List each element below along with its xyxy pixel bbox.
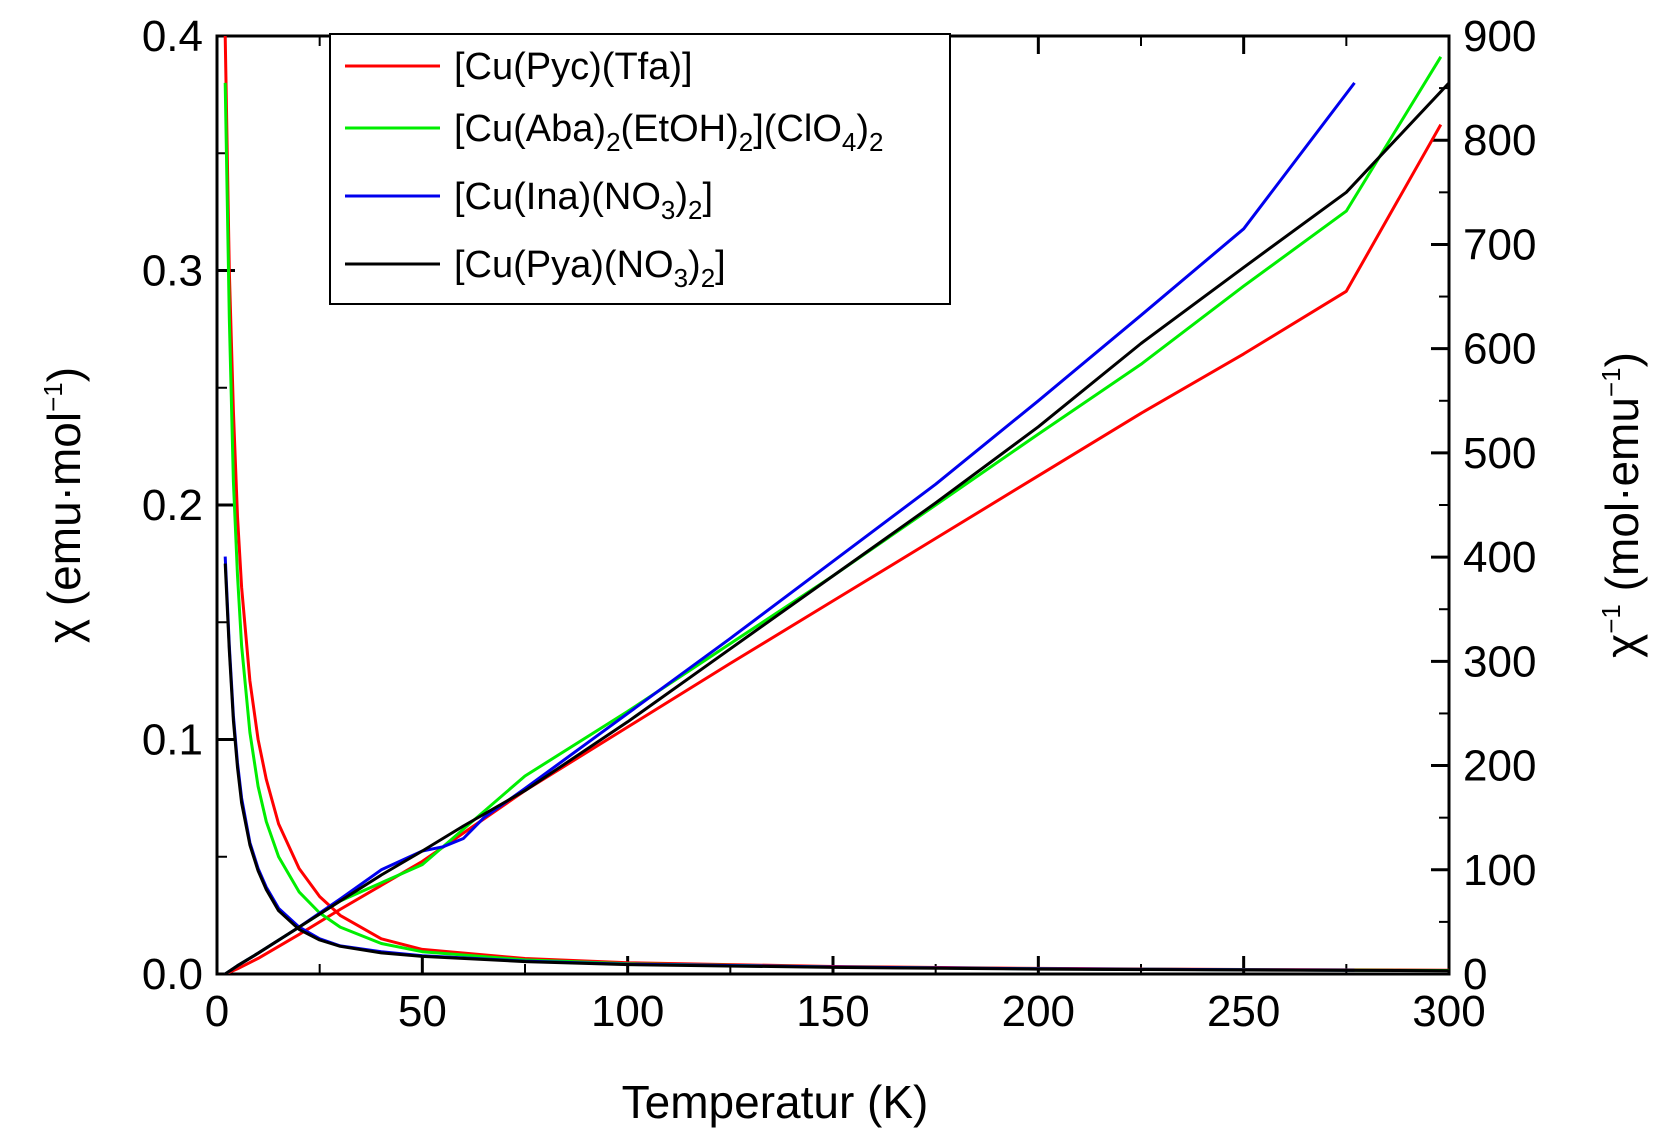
x-axis-title: Temperatur (K) <box>622 1076 929 1128</box>
y-left-tick-label: 0.4 <box>142 12 203 61</box>
y-left-tick-label: 0.1 <box>142 716 203 765</box>
y-right-tick-label: 500 <box>1463 429 1536 478</box>
y-right-tick-label: 0 <box>1463 950 1487 999</box>
y-right-axis-superscript: −1 <box>1596 367 1626 397</box>
y-right-axis-symbol: χ <box>1596 634 1648 658</box>
y-right-tick-label: 900 <box>1463 12 1536 61</box>
legend-text: ) <box>688 244 701 286</box>
tick-labels-layer: 0 50 100 150 200 250 300 0.0 0.1 0.2 0.3 0.4 0 100 200… <box>142 12 1537 1036</box>
x-tick-label: 100 <box>591 987 664 1036</box>
series-3-chi-line <box>223 556 1355 972</box>
legend-subscript: 2 <box>606 127 620 157</box>
legend-subscript: 2 <box>701 263 715 293</box>
x-tick-label: 150 <box>796 987 869 1036</box>
y-right-axis-unit: (mol·emu <box>1596 397 1648 591</box>
y-right-tick-label: 700 <box>1463 220 1536 269</box>
x-tick-label: 50 <box>398 987 447 1036</box>
series-4-chi-line <box>223 563 1449 973</box>
series-1-inverse-chi-line <box>224 123 1443 974</box>
legend: [Cu(Pyc)(Tfa)][Cu(Aba)2(EtOH)2](ClO4)2[C… <box>329 33 951 305</box>
legend-text: ](ClO <box>753 108 842 150</box>
legend-text: [Cu(Aba) <box>454 108 606 150</box>
y-left-axis-unit: (emu·mol <box>38 412 90 606</box>
series-4-inverse-chi-line <box>224 81 1449 974</box>
x-tick-label: 0 <box>205 987 229 1036</box>
y-right-tick-label: 800 <box>1463 116 1536 165</box>
x-tick-label: 200 <box>1002 987 1075 1036</box>
y-left-axis-title: χ (emu·mol−1) <box>38 367 90 643</box>
y-left-tick-label: 0.3 <box>142 247 203 296</box>
legend-text: ) <box>856 108 869 150</box>
y-left-tick-label: 0.2 <box>142 481 203 530</box>
y-right-tick-label: 600 <box>1463 325 1536 374</box>
legend-label-3: [Cu(Ina)(NO3)2] <box>454 176 713 225</box>
legend-subscript: 3 <box>661 195 675 225</box>
y-left-axis-close: ) <box>38 367 90 382</box>
legend-text: (EtOH) <box>621 108 739 150</box>
legend-text: [Cu(Ina)(NO <box>454 176 661 218</box>
y-right-tick-label: 100 <box>1463 846 1536 895</box>
series-layer <box>223 36 1449 974</box>
y-right-axis-title: χ−1 (mol·emu−1) <box>1596 352 1648 658</box>
legend-text: ) <box>675 176 688 218</box>
y-right-tick-label: 400 <box>1463 533 1536 582</box>
y-left-tick-label: 0.0 <box>142 950 203 999</box>
legend-subscript: 2 <box>869 127 883 157</box>
y-left-axis-superscript: −1 <box>38 382 68 412</box>
y-right-tick-label: 300 <box>1463 637 1536 686</box>
legend-subscript: 4 <box>842 127 856 157</box>
legend-label-4: [Cu(Pya)(NO3)2] <box>454 244 726 293</box>
y-right-tick-label: 200 <box>1463 742 1536 791</box>
y-right-axis-symbol-superscript: −1 <box>1596 604 1626 634</box>
legend-subscript: 3 <box>674 263 688 293</box>
legend-label-1: [Cu(Pyc)(Tfa)] <box>454 46 693 88</box>
legend-subscript: 2 <box>739 127 753 157</box>
legend-label-2: [Cu(Aba)2(EtOH)2](ClO4)2 <box>454 108 883 157</box>
x-tick-label: 250 <box>1207 987 1280 1036</box>
legend-text: ] <box>703 176 714 218</box>
legend-text: [Cu(Pyc)(Tfa)] <box>454 46 693 88</box>
legend-subscript: 2 <box>688 195 702 225</box>
x-tick-label: 300 <box>1412 987 1485 1036</box>
legend-text: [Cu(Pya)(NO <box>454 244 674 286</box>
legend-box <box>329 33 951 305</box>
y-left-axis-symbol: χ <box>38 619 90 643</box>
y-right-axis-close: ) <box>1596 352 1648 367</box>
legend-text: ] <box>715 244 726 286</box>
